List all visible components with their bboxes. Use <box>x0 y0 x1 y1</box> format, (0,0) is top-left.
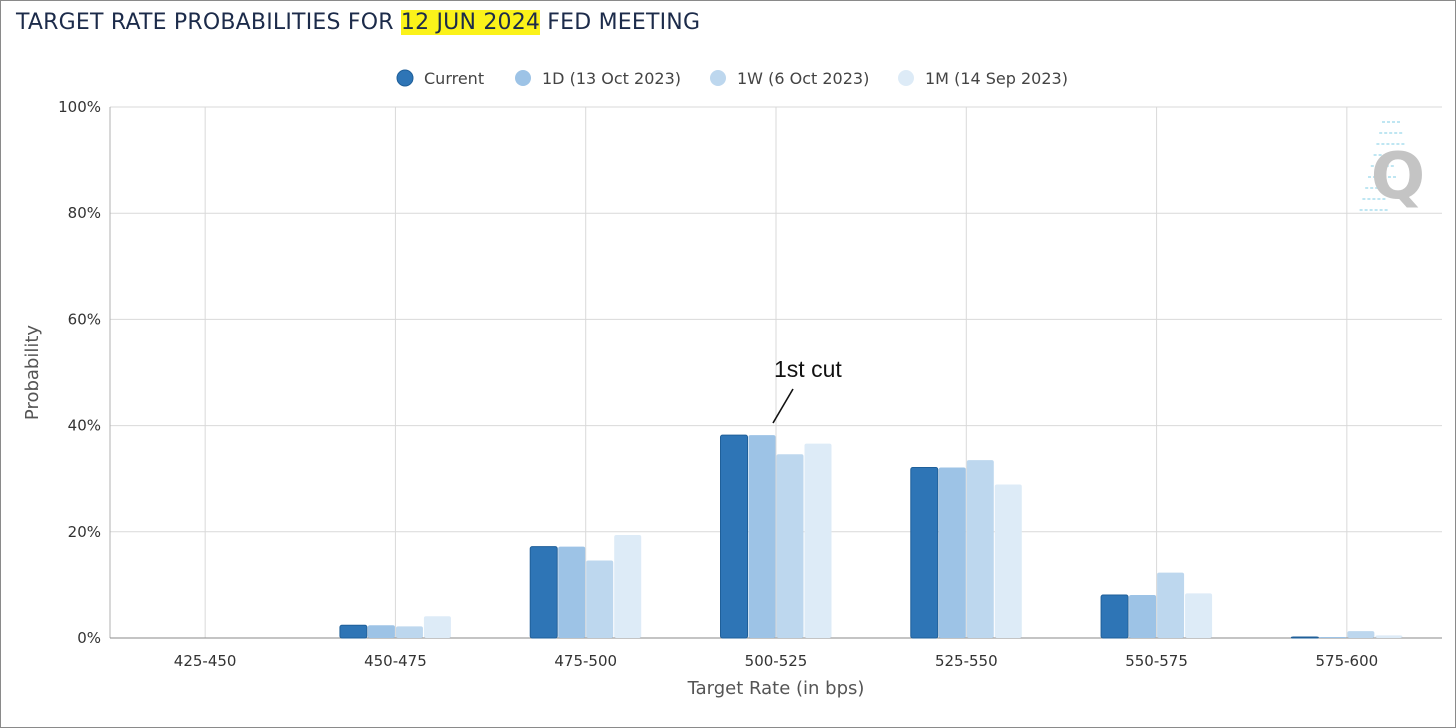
bar-1-475-500 <box>529 546 558 639</box>
bar-2-575-600 <box>1319 636 1347 638</box>
title-suffix: FED MEETING <box>540 10 701 35</box>
y-tick-label: 0% <box>77 629 101 647</box>
bar-3-475-500 <box>586 560 614 638</box>
legend-marker <box>515 70 531 86</box>
x-tick-label: 475-500 <box>554 652 617 670</box>
legend-marker <box>396 69 414 87</box>
x-tick-label: 525-550 <box>935 652 998 670</box>
bar-1-575-600 <box>1290 636 1319 639</box>
bar-2-475-500 <box>558 546 586 638</box>
legend-label: 1M (14 Sep 2023) <box>925 69 1068 88</box>
legend-marker <box>710 70 726 86</box>
x-axis-title: Target Rate (in bps) <box>687 678 865 699</box>
bar-4-575-600 <box>1375 635 1403 638</box>
bar-4-525-550 <box>994 484 1022 638</box>
bar-4-550-575 <box>1185 593 1213 638</box>
bar-3-550-575 <box>1157 572 1185 638</box>
y-tick-label: 40% <box>68 417 101 435</box>
bar-3-575-600 <box>1347 631 1375 638</box>
annotation-pointer <box>772 388 794 424</box>
bar-1-450-475 <box>339 624 368 639</box>
y-tick-label: 100% <box>58 98 101 116</box>
bar-3-450-475 <box>395 626 423 638</box>
y-tick-label: 60% <box>68 310 101 328</box>
bar-2-500-525 <box>748 435 776 638</box>
x-tick-label: 550-575 <box>1125 652 1188 670</box>
bar-3-525-550 <box>966 460 994 638</box>
legend-marker <box>898 70 914 86</box>
x-tick-label: 575-600 <box>1316 652 1379 670</box>
x-tick-label: 425-450 <box>174 652 237 670</box>
watermark-logo-icon: Q <box>1371 140 1425 214</box>
y-axis-title: Probability <box>22 325 43 420</box>
x-tick-label: 450-475 <box>364 652 427 670</box>
legend-label: 1W (6 Oct 2023) <box>737 69 869 88</box>
bar-2-550-575 <box>1129 594 1157 638</box>
title-highlighted-date: 12 JUN 2024 <box>400 10 541 35</box>
annotation-label: 1st cut <box>774 356 842 382</box>
bar-4-450-475 <box>423 616 451 638</box>
bar-4-475-500 <box>614 534 642 638</box>
bar-1-500-525 <box>720 434 748 639</box>
x-tick-label: 500-525 <box>745 652 808 670</box>
chart-title: TARGET RATE PROBABILITIES FOR 12 JUN 202… <box>16 10 700 35</box>
bar-3-500-525 <box>776 454 804 638</box>
legend-label: 1D (13 Oct 2023) <box>542 69 681 88</box>
bar-1-525-550 <box>910 467 939 639</box>
title-prefix: TARGET RATE PROBABILITIES FOR <box>16 10 401 35</box>
y-tick-label: 80% <box>68 204 101 222</box>
legend-label: Current <box>424 69 484 88</box>
bar-4-500-525 <box>804 443 832 638</box>
bar-1-550-575 <box>1100 594 1129 639</box>
bar-2-450-475 <box>367 625 395 638</box>
bar-2-525-550 <box>938 467 966 638</box>
y-tick-label: 20% <box>68 523 101 541</box>
